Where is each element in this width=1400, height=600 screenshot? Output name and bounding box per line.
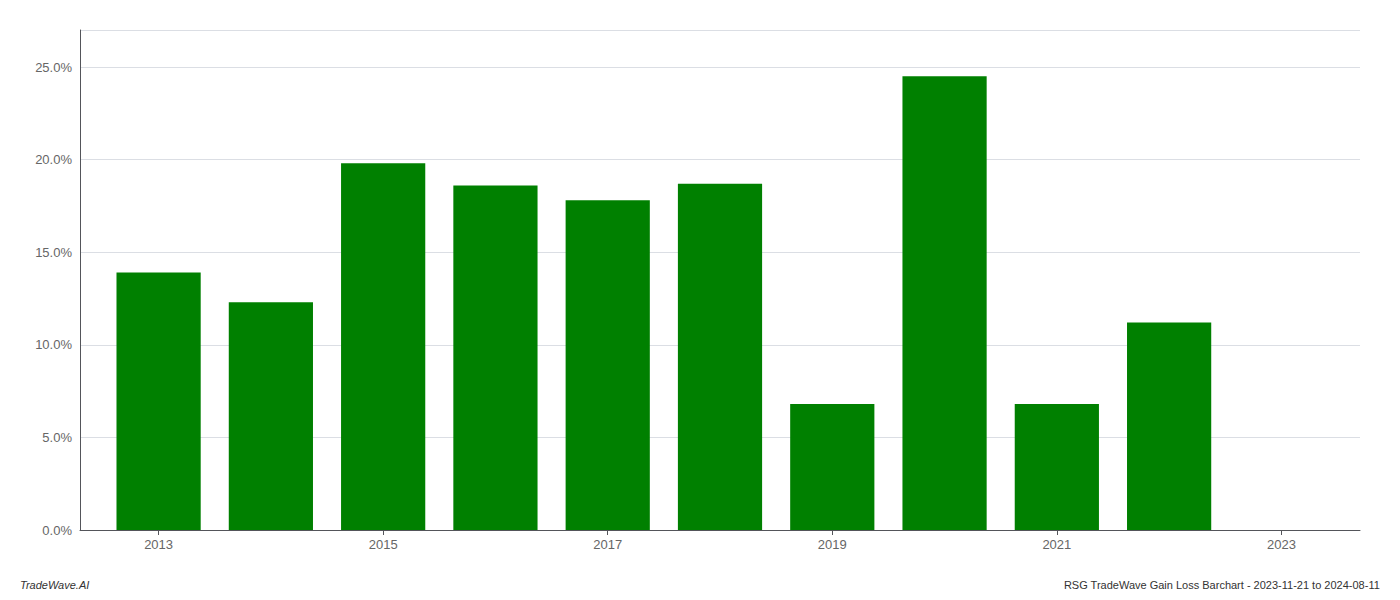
svg-text:2017: 2017 [593,537,622,552]
svg-text:25.0%: 25.0% [35,60,72,75]
svg-text:20.0%: 20.0% [35,152,72,167]
svg-text:2019: 2019 [818,537,847,552]
svg-text:2023: 2023 [1267,537,1296,552]
svg-text:2013: 2013 [144,537,173,552]
svg-text:RSG TradeWave Gain Loss Barcha: RSG TradeWave Gain Loss Barchart - 2023-… [1064,579,1380,591]
svg-text:2015: 2015 [369,537,398,552]
svg-text:10.0%: 10.0% [35,337,72,352]
svg-text:0.0%: 0.0% [42,523,72,538]
svg-text:TradeWave.AI: TradeWave.AI [20,579,89,591]
svg-text:15.0%: 15.0% [35,245,72,260]
svg-text:5.0%: 5.0% [42,430,72,445]
svg-text:2021: 2021 [1042,537,1071,552]
